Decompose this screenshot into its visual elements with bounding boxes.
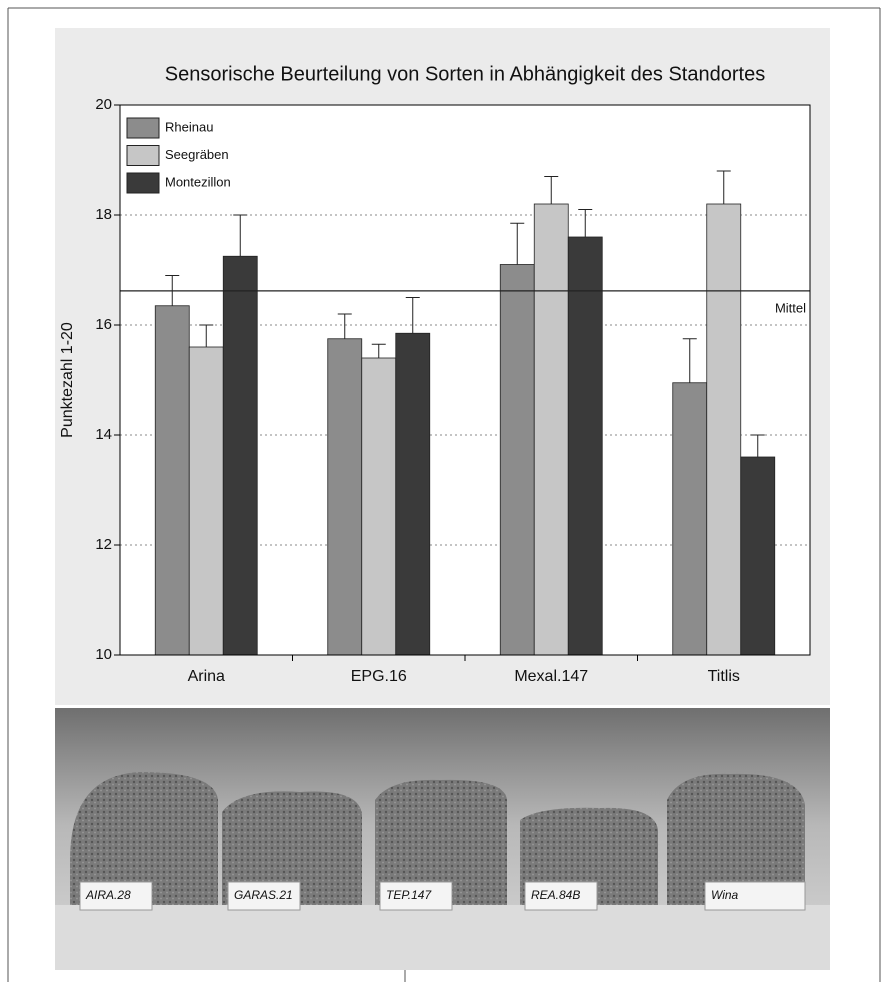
photo-tag-label: AIRA.28 xyxy=(85,888,131,902)
bar xyxy=(189,347,223,655)
bar xyxy=(328,339,362,655)
y-tick-label: 20 xyxy=(95,96,112,113)
bar xyxy=(155,306,189,655)
legend-swatch xyxy=(127,118,159,138)
bar xyxy=(534,204,568,655)
reference-label: Mittel xyxy=(775,300,806,315)
bar xyxy=(362,358,396,655)
bar xyxy=(673,383,707,655)
legend-label: Seegräben xyxy=(165,147,229,162)
legend-label: Montezillon xyxy=(165,174,231,189)
chart-title: Sensorische Beurteilung von Sorten in Ab… xyxy=(165,63,765,85)
y-tick-label: 14 xyxy=(95,426,112,443)
photo-tag-label: GARAS.21 xyxy=(234,888,293,902)
photo xyxy=(55,708,830,970)
x-tick-label: Titlis xyxy=(708,668,740,685)
photo-tag-label: Wina xyxy=(711,888,739,902)
x-tick-label: Mexal.147 xyxy=(514,668,588,685)
bar xyxy=(500,265,534,656)
y-axis-label: Punktezahl 1-20 xyxy=(59,322,76,438)
y-tick-label: 12 xyxy=(95,536,112,553)
photo-tag-label: REA.84B xyxy=(531,888,580,902)
legend-swatch xyxy=(127,146,159,166)
y-tick-label: 16 xyxy=(95,316,112,333)
bar xyxy=(568,237,602,655)
bar xyxy=(396,333,430,655)
x-tick-label: Arina xyxy=(188,668,225,685)
legend-swatch xyxy=(127,173,159,193)
x-tick-label: EPG.16 xyxy=(351,668,407,685)
legend-label: Rheinau xyxy=(165,119,213,134)
bar xyxy=(223,256,257,655)
bar xyxy=(707,204,741,655)
y-tick-label: 10 xyxy=(95,646,112,663)
page: Sensorische Beurteilung von Sorten in Ab… xyxy=(0,0,888,982)
photo-tag-label: TEP.147 xyxy=(386,888,432,902)
y-tick-label: 18 xyxy=(95,206,112,223)
bar xyxy=(741,457,775,655)
